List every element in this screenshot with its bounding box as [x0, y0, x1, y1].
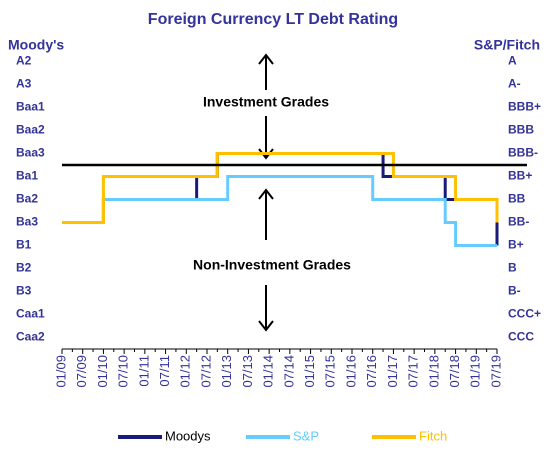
y-tick-label: Baa3 [16, 146, 45, 160]
y2-tick-label: A- [508, 77, 521, 91]
legend-label: S&P [293, 428, 319, 443]
arrows [258, 53, 274, 332]
y2-tick-label: BB- [508, 215, 529, 229]
x-tick-label: 01/12 [178, 355, 193, 388]
x-tick-label: 07/12 [198, 355, 213, 388]
series-line [62, 175, 497, 247]
y2-tick-label: BB [508, 192, 526, 206]
y2-tick-label: BBB [508, 123, 534, 137]
y2-tick-label: BBB+ [508, 100, 541, 114]
y-tick-label: Ba2 [16, 192, 38, 206]
y2-tick-label: A [508, 54, 517, 68]
y-tick-label: Caa1 [16, 307, 45, 321]
y-tick-label: Caa2 [16, 330, 45, 344]
x-tick-label: 07/15 [323, 355, 338, 388]
x-tick-label: 01/09 [53, 355, 68, 388]
x-tick-label: 07/13 [240, 355, 255, 388]
y2-tick-label: BBB- [508, 146, 538, 160]
x-tick-label: 07/19 [488, 355, 503, 388]
y2-axis-label: S&P/Fitch [474, 37, 540, 53]
y-tick-label: Baa2 [16, 123, 45, 137]
x-tick-label: 07/16 [364, 355, 379, 388]
annotation: Non-Investment Grades [193, 257, 351, 273]
x-tick-label: 01/18 [426, 355, 441, 388]
x-tick-label: 01/14 [261, 355, 276, 388]
y-tick-label: A3 [16, 77, 32, 91]
annotation: Investment Grades [203, 94, 329, 110]
y2-tick-label: B- [508, 284, 521, 298]
chart-title: Foreign Currency LT Debt Rating [148, 11, 398, 28]
y-tick-label: Baa1 [16, 100, 45, 114]
legend-label: Moodys [165, 428, 211, 443]
x-tick-label: 01/11 [136, 355, 151, 387]
y-tick-label: A2 [16, 54, 32, 68]
y2-tick-label: CCC+ [508, 307, 541, 321]
y-tick-label: B1 [16, 238, 32, 252]
x-tick-label: 01/10 [95, 355, 110, 388]
x-tick-label: 07/11 [157, 355, 172, 387]
x-tick-label: 01/19 [468, 355, 483, 388]
y2-tick-label: B [508, 261, 517, 275]
series-line [62, 152, 499, 224]
x-tick-label: 07/10 [116, 355, 131, 388]
x-tick-label: 07/14 [281, 355, 296, 388]
x-tick-label: 07/09 [74, 355, 89, 388]
y-axis-label: Moody's [8, 37, 64, 53]
y-tick-label: Ba1 [16, 169, 38, 183]
y2-tick-label: B+ [508, 238, 524, 252]
x-tick-label: 07/18 [447, 355, 462, 388]
x-tick-label: 01/15 [302, 355, 317, 388]
y-tick-label: Ba3 [16, 215, 38, 229]
y-tick-label: B3 [16, 284, 32, 298]
legend-label: Fitch [419, 428, 447, 443]
y-tick-label: B2 [16, 261, 32, 275]
x-tick-label: 01/17 [385, 355, 400, 388]
x-tick-label: 07/17 [406, 355, 421, 388]
y2-tick-label: BB+ [508, 169, 532, 183]
y2-tick-label: CCC [508, 330, 534, 344]
x-tick-label: 01/16 [343, 355, 358, 388]
x-tick-label: 01/13 [219, 355, 234, 388]
